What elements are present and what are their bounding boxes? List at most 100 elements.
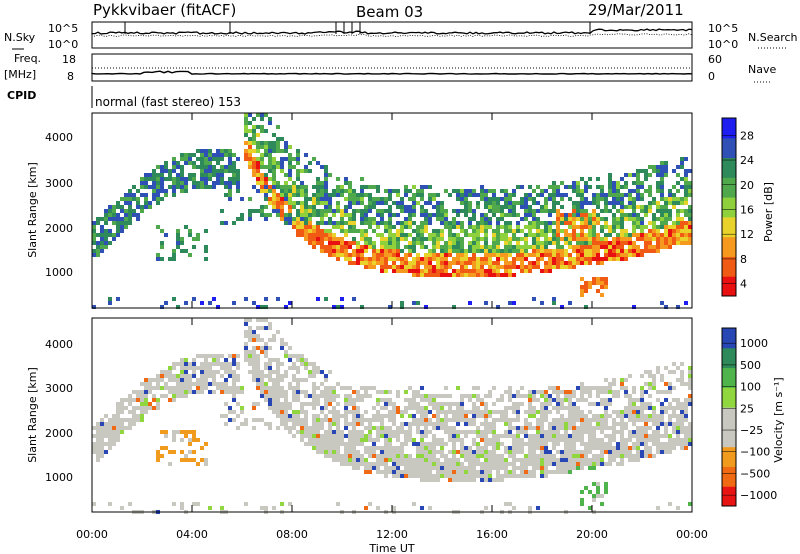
heatmap-cell bbox=[156, 257, 160, 261]
heatmap-cell bbox=[536, 245, 540, 249]
heatmap-cell bbox=[636, 181, 640, 185]
heatmap-cell bbox=[528, 450, 532, 454]
heatmap-cell bbox=[592, 213, 596, 217]
heatmap-cell bbox=[132, 213, 136, 217]
heatmap-cell bbox=[188, 362, 192, 366]
heatmap-cell bbox=[560, 265, 564, 269]
heatmap-cell bbox=[232, 374, 236, 378]
heatmap-cell bbox=[636, 233, 640, 237]
heatmap-cell bbox=[324, 181, 328, 185]
heatmap-cell bbox=[236, 169, 240, 173]
heatmap-cell bbox=[480, 466, 484, 470]
heatmap-cell bbox=[272, 177, 276, 181]
heatmap-cell bbox=[176, 394, 180, 398]
heatmap-cell bbox=[568, 426, 572, 430]
heatmap-cell bbox=[172, 450, 176, 454]
heatmap-cell bbox=[444, 466, 448, 470]
heatmap-cell bbox=[172, 502, 176, 506]
heatmap-cell bbox=[524, 245, 528, 249]
heatmap-cell bbox=[224, 382, 228, 386]
heatmap-cell bbox=[556, 442, 560, 446]
heatmap-cell bbox=[620, 241, 624, 245]
heatmap-cell bbox=[324, 446, 328, 450]
heatmap-cell bbox=[320, 181, 324, 185]
heatmap-cell bbox=[452, 237, 456, 241]
heatmap-cell bbox=[184, 181, 188, 185]
heatmap-cell bbox=[344, 402, 348, 406]
heatmap-cell bbox=[652, 229, 656, 233]
heatmap-cell bbox=[208, 354, 212, 358]
heatmap-cell bbox=[404, 390, 408, 394]
heatmap-cell bbox=[140, 414, 144, 418]
heatmap-cell bbox=[448, 478, 452, 482]
heatmap-cell bbox=[368, 217, 372, 221]
heatmap-cell bbox=[232, 221, 236, 225]
heatmap-cell bbox=[524, 233, 528, 237]
heatmap-cell bbox=[512, 209, 516, 213]
heatmap-cell bbox=[372, 205, 376, 209]
heatmap-cell bbox=[588, 281, 592, 285]
heatmap-cell bbox=[628, 193, 632, 197]
heatmap-cell bbox=[664, 229, 668, 233]
heatmap-cell bbox=[684, 446, 688, 450]
heatmap-cell bbox=[288, 153, 292, 157]
heatmap-cell bbox=[492, 434, 496, 438]
heatmap-cell bbox=[160, 454, 164, 458]
heatmap-cell bbox=[272, 370, 276, 374]
heatmap-cell bbox=[272, 165, 276, 169]
heatmap-cell bbox=[492, 261, 496, 265]
heatmap-cell bbox=[432, 478, 436, 482]
heatmap-cell bbox=[164, 374, 168, 378]
heatmap-cell bbox=[608, 434, 612, 438]
heatmap-cell bbox=[448, 426, 452, 430]
heatmap-cell bbox=[500, 478, 504, 482]
heatmap-cell bbox=[464, 209, 468, 213]
heatmap-cell bbox=[320, 221, 324, 225]
heatmap-cell bbox=[256, 402, 260, 406]
heatmap-cell bbox=[628, 197, 632, 201]
heatmap-cell bbox=[396, 221, 400, 225]
heatmap-cell bbox=[680, 201, 684, 205]
heatmap-cell bbox=[180, 366, 184, 370]
heatmap-cell bbox=[452, 225, 456, 229]
heatmap-cell bbox=[520, 257, 524, 261]
heatmap-cell bbox=[176, 374, 180, 378]
heatmap-cell bbox=[628, 237, 632, 241]
heatmap-cell bbox=[440, 410, 444, 414]
heatmap-cell bbox=[392, 462, 396, 466]
heatmap-cell bbox=[324, 177, 328, 181]
heatmap-cell bbox=[444, 265, 448, 269]
heatmap-cell bbox=[424, 217, 428, 221]
heatmap-cell bbox=[252, 418, 256, 422]
heatmap-cell bbox=[180, 249, 184, 253]
heatmap-cell bbox=[264, 205, 268, 209]
heatmap-cell bbox=[676, 434, 680, 438]
heatmap-cell bbox=[92, 237, 96, 241]
heatmap-cell bbox=[360, 386, 364, 390]
heatmap-cell bbox=[352, 410, 356, 414]
heatmap-cell bbox=[496, 305, 500, 309]
nsearch-tick-high: 10^5 bbox=[708, 22, 738, 35]
heatmap-cell bbox=[628, 205, 632, 209]
heatmap-cell bbox=[396, 430, 400, 434]
heatmap-cell bbox=[496, 245, 500, 249]
heatmap-cell bbox=[144, 398, 148, 402]
heatmap-cell bbox=[364, 241, 368, 245]
heatmap-cell bbox=[100, 438, 104, 442]
heatmap-cell bbox=[672, 398, 676, 402]
heatmap-cell bbox=[632, 458, 636, 462]
heatmap-cell bbox=[316, 442, 320, 446]
heatmap-cell bbox=[156, 185, 160, 189]
heatmap-cell bbox=[620, 438, 624, 442]
heatmap-cell bbox=[400, 422, 404, 426]
heatmap-cell bbox=[668, 370, 672, 374]
heatmap-cell bbox=[96, 253, 100, 257]
heatmap-cell bbox=[652, 438, 656, 442]
heatmap-cell bbox=[508, 450, 512, 454]
heatmap-cell bbox=[260, 153, 264, 157]
heatmap-cell bbox=[652, 434, 656, 438]
heatmap-cell bbox=[428, 454, 432, 458]
heatmap-cell bbox=[548, 209, 552, 213]
heatmap-cell bbox=[196, 382, 200, 386]
heatmap-cell bbox=[584, 450, 588, 454]
